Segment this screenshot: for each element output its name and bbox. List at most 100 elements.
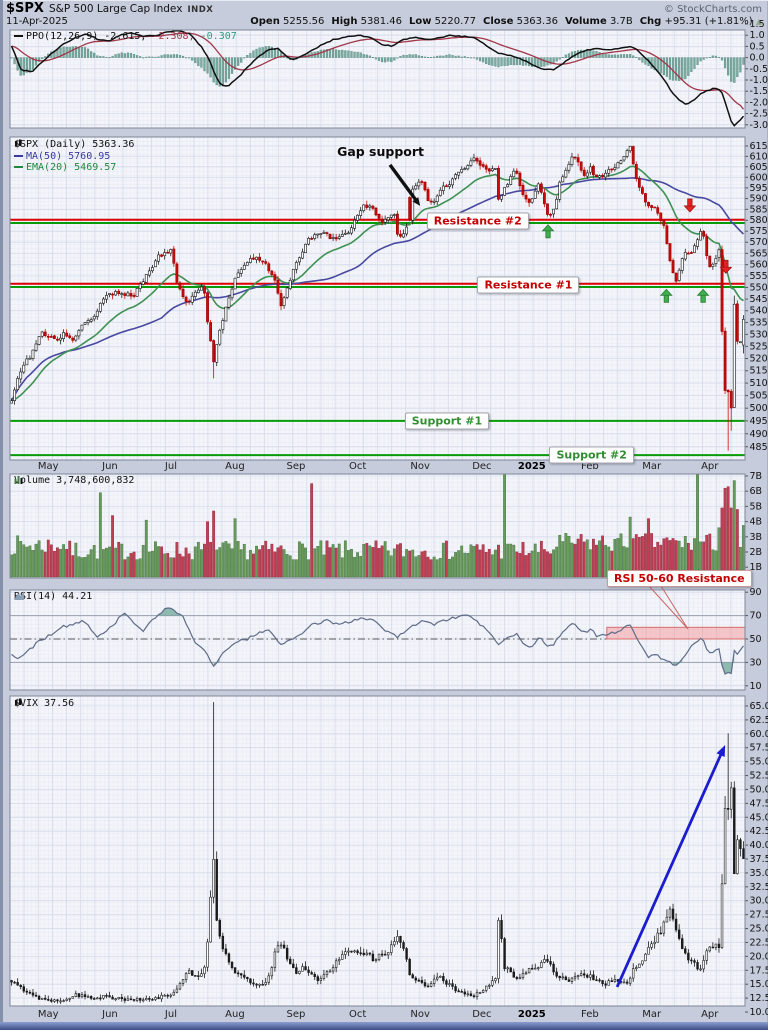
svg-text:5050: 5050 [750, 391, 768, 402]
rsi-extreme-fill [158, 607, 184, 617]
svg-text:27.5: 27.5 [750, 910, 768, 921]
svg-text:5150: 5150 [750, 366, 768, 377]
svg-text:1.5: 1.5 [750, 19, 765, 30]
vix-y-axis: 65.0 62.5 60.0 57.5 55.0 52.5 50.0 47.5 45.0 42.5… [745, 701, 768, 1018]
green-up-arrow [659, 288, 673, 303]
window-bottom-strip [0, 1022, 768, 1030]
svg-text:6100: 6100 [750, 151, 768, 162]
spx-y-axis: 6150610060506000595059005850580057505700… [745, 141, 768, 453]
ema20-line [11, 165, 744, 402]
svg-text:70: 70 [750, 611, 762, 622]
spx-legend-ma50: MA(50) 5760.95 [26, 150, 111, 162]
gap-support-arrowhead [412, 197, 421, 206]
svg-text:6000: 6000 [750, 172, 768, 183]
svg-text:65.0: 65.0 [750, 701, 768, 712]
svg-text:Jun: Jun [101, 461, 118, 472]
svg-text:40.0: 40.0 [750, 840, 768, 851]
svg-text:90: 90 [750, 587, 762, 598]
svg-text:60.0: 60.0 [750, 729, 768, 740]
svg-text:5900: 5900 [750, 194, 768, 205]
chart-header: $SPX S&P 500 Large Cap Index INDX © Stoc… [6, 1, 762, 28]
svg-text:5350: 5350 [750, 317, 768, 328]
ppo-legend-signal: -2.308, [152, 31, 195, 42]
rsi-extreme-fill [673, 658, 683, 666]
svg-text:Sep: Sep [286, 1009, 305, 1020]
svg-text:Mar: Mar [642, 1009, 662, 1020]
svg-text:Oct: Oct [349, 461, 366, 472]
svg-text:30.0: 30.0 [750, 896, 768, 907]
svg-text:Dec: Dec [472, 461, 491, 472]
svg-text:50: 50 [750, 634, 762, 645]
svg-text:55.0: 55.0 [750, 757, 768, 768]
high-value: 5381.46 [360, 16, 402, 27]
spx-candles [10, 145, 745, 451]
svg-text:5000: 5000 [750, 403, 768, 414]
svg-text:10: 10 [750, 681, 762, 692]
rsi-y-axis: 90 70 50 30 10 [745, 587, 762, 692]
ppo-legend: PPO(12,26,9) -2.615, -2.308, -0.307 [14, 31, 237, 42]
svg-text:5B: 5B [750, 501, 763, 512]
svg-text:52.5: 52.5 [750, 771, 768, 782]
svg-text:May: May [38, 461, 59, 472]
red-down-arrow [683, 198, 697, 213]
gap-support-arrow [388, 163, 418, 203]
high-label: High [331, 16, 358, 27]
volume-label: Volume [564, 16, 607, 27]
svg-text:30: 30 [750, 657, 762, 668]
vix-trend-arrowhead [716, 744, 726, 757]
svg-text:4950: 4950 [750, 416, 768, 427]
svg-text:5750: 5750 [750, 226, 768, 237]
svg-text:Sep: Sep [286, 461, 305, 472]
volume-y-axis: 7B 6B 5B 4B 3B 2B 1B [745, 471, 762, 573]
ppo-y-axis: 1.51.00.50.0-0.5-1.0-1.5-2.0-2.5-3.0 [745, 19, 768, 131]
volume-legend: Volume 3,748,600,832 [14, 475, 134, 486]
svg-text:5450: 5450 [750, 294, 768, 305]
rsi-extreme-fill [722, 650, 735, 674]
svg-text:5250: 5250 [750, 341, 768, 352]
rsi-legend-main: RSI(14) 44.21 [14, 591, 93, 602]
svg-text:45.0: 45.0 [750, 812, 768, 823]
symbol-name: S&P 500 Large Cap Index [48, 3, 183, 15]
candlestick-icon [15, 698, 22, 705]
rsi-legend: RSI(14) 44.21 [14, 591, 92, 602]
svg-text:Apr: Apr [701, 461, 719, 472]
svg-text:57.5: 57.5 [750, 743, 768, 754]
svg-text:Feb: Feb [581, 461, 599, 472]
svg-text:2B: 2B [750, 547, 763, 558]
svg-text:5950: 5950 [750, 183, 768, 194]
svg-text:5650: 5650 [750, 248, 768, 259]
line-swatch-icon [14, 166, 23, 168]
svg-text:Nov: Nov [410, 461, 430, 472]
svg-text:5850: 5850 [750, 204, 768, 215]
volume-legend-main: Volume 3,748,600,832 [14, 475, 135, 486]
ppo-signal-line [11, 32, 745, 110]
svg-text:Aug: Aug [225, 461, 245, 472]
svg-text:1.0: 1.0 [750, 30, 765, 41]
chg-value: +95.31 (+1.81%) [664, 16, 753, 27]
close-label: Close [483, 16, 514, 27]
support-2-label: Support #2 [549, 446, 634, 464]
svg-text:0.0: 0.0 [750, 53, 765, 64]
svg-text:3B: 3B [750, 532, 763, 543]
rsi-50-60-band [606, 626, 746, 640]
month-axis: May Jun Jul Aug Sep Oct Nov Dec 2025 Feb Mar Apr [38, 1009, 719, 1020]
svg-text:4B: 4B [750, 517, 763, 528]
support-1-label: Support #1 [404, 412, 490, 430]
svg-text:-2.0: -2.0 [750, 97, 768, 108]
vix-candles [10, 702, 745, 1004]
svg-text:Apr: Apr [701, 1009, 719, 1020]
svg-text:5700: 5700 [750, 237, 768, 248]
up-triangle-icon: ▲ [755, 17, 762, 26]
svg-text:6050: 6050 [750, 162, 768, 173]
svg-text:-1.5: -1.5 [750, 86, 768, 97]
ppo-legend-hist: -0.307 [200, 31, 237, 42]
svg-text:42.5: 42.5 [750, 826, 768, 837]
line-swatch-icon [14, 35, 23, 37]
ppo-legend-main: PPO(12,26,9) -2.615, [26, 31, 147, 42]
resistance-2-label: Resistance #2 [426, 212, 529, 230]
svg-text:5800: 5800 [750, 215, 768, 226]
svg-text:Jul: Jul [164, 461, 177, 472]
